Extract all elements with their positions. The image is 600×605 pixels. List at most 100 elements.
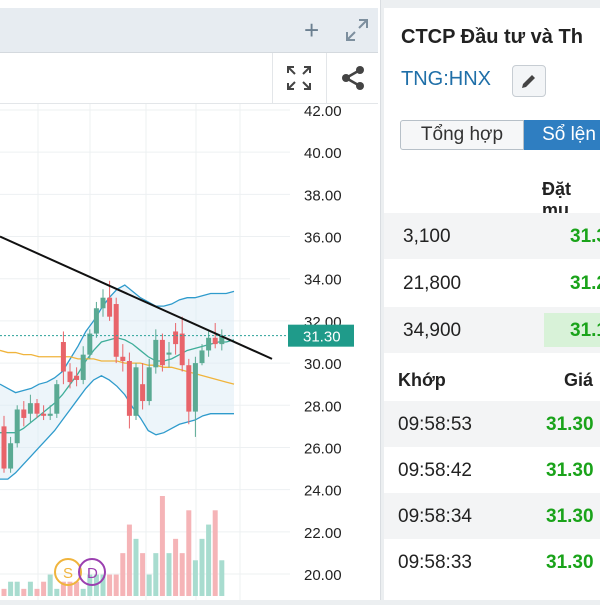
volume-bar [179, 553, 185, 596]
candle-body [166, 352, 172, 355]
volume-bar [206, 524, 212, 596]
share-button[interactable] [326, 53, 379, 103]
volume-bar [54, 588, 60, 596]
price-chart[interactable]: 42.00 40.00 38.00 36.00 34.00 32.00 30.00 28.00… [0, 103, 378, 600]
trade-row: 09:58:42 31.30 [384, 447, 600, 493]
volume-bar [133, 538, 139, 596]
candle-body [206, 337, 212, 351]
volume-bar [120, 553, 126, 596]
edit-button[interactable] [512, 65, 546, 97]
candle-body [192, 363, 198, 412]
tab-order-book[interactable]: Sổ lện [524, 120, 600, 150]
plus-icon[interactable]: + [304, 15, 320, 45]
trade-time: 09:58:33 [398, 552, 472, 573]
y-tick-label: 24.00 [304, 483, 342, 500]
candle-body [159, 339, 165, 366]
volume-bar [8, 581, 14, 596]
candle-body [120, 356, 126, 361]
trendline [0, 235, 273, 360]
volume-bar [107, 574, 113, 596]
volume-highlight [544, 313, 600, 347]
volume-bar [146, 574, 152, 596]
chart-toolbar [0, 53, 378, 104]
volume-bar [14, 581, 20, 596]
volume-bar [67, 581, 73, 596]
y-tick-label: 38.00 [304, 187, 342, 204]
y-tick-label: 42.00 [304, 104, 342, 120]
trade-time: 09:58:42 [398, 460, 472, 481]
volume-bar [126, 524, 132, 596]
order-volume: 21,800 [403, 273, 462, 294]
trade-row: 09:58:33 31.30 [384, 539, 600, 585]
trade-price: 31.30 [546, 552, 594, 573]
candle-body [21, 409, 27, 418]
volume-bar [34, 588, 40, 596]
candle-body [199, 350, 205, 364]
trade-price: 31.30 [546, 506, 594, 527]
candle-body [67, 371, 73, 383]
candle-body [212, 337, 218, 345]
volume-bar [60, 581, 66, 596]
event-marker-d: D [78, 558, 106, 586]
candle-body [140, 384, 146, 402]
volume-bar [173, 538, 179, 596]
candle-body [41, 413, 47, 416]
y-tick-label: 26.00 [304, 440, 342, 457]
volume-bar [80, 588, 86, 596]
candle-body [219, 335, 225, 345]
candle-body [93, 308, 99, 334]
fullscreen-icon [287, 66, 311, 90]
event-marker-circle [78, 558, 106, 586]
trades-header-price: Giá [564, 370, 594, 390]
event-marker-circle [54, 558, 82, 586]
candle-body [54, 384, 60, 414]
order-row: 34,900 31.1 [384, 307, 600, 353]
candle-body [107, 297, 113, 317]
chart-panel: + 42.00 40.00 38.00 36.00 34.00 32.00 30.00 28.… [0, 0, 381, 600]
ticker-symbol[interactable]: TNG:HNX [401, 68, 491, 90]
y-tick-label: 36.00 [304, 230, 342, 247]
trades-header-time: Khớp [398, 370, 446, 390]
candle-body [47, 413, 53, 416]
candle-body [8, 443, 14, 469]
share-icon [342, 66, 364, 90]
y-tick-label: 20.00 [304, 567, 342, 584]
event-marker-label: D [87, 565, 98, 582]
volume-bar [166, 553, 172, 596]
order-price: 31.1 [570, 320, 600, 341]
fullscreen-button[interactable] [272, 53, 325, 103]
pencil-icon [522, 75, 535, 88]
order-row: 3,100 31.3 [384, 213, 600, 259]
volume-bar [113, 574, 119, 596]
volume-bar [21, 588, 27, 596]
tab-summary[interactable]: Tổng hợp [400, 120, 524, 150]
candle-body [1, 426, 7, 469]
candle-body [14, 409, 20, 444]
volume-bar [153, 553, 159, 596]
candle-body [173, 331, 179, 345]
trade-time: 09:58:34 [398, 506, 472, 527]
company-title: CTCP Đầu tư và Th [401, 26, 583, 48]
chart-header-bar: + [0, 8, 378, 53]
candle-body [186, 365, 192, 412]
volume-bar [100, 574, 106, 596]
y-tick-label: 34.00 [304, 272, 342, 289]
y-tick-label: 28.00 [304, 398, 342, 415]
expand-diagonal-icon[interactable] [344, 17, 370, 46]
candle-body [74, 375, 80, 380]
last-price-badge [288, 324, 354, 347]
y-tick-label: 30.00 [304, 356, 342, 373]
candle-body [126, 360, 132, 416]
candle-body [179, 333, 185, 366]
volume-bar [1, 588, 7, 596]
volume-bar [47, 574, 53, 596]
volume-bar [219, 560, 225, 596]
trade-price: 31.30 [546, 460, 594, 481]
volume-bar [41, 581, 47, 596]
event-marker-s: S [54, 558, 82, 586]
volume-bar [27, 581, 33, 596]
candle-body [60, 342, 66, 372]
volume-bar [140, 553, 146, 596]
candle-body [146, 367, 152, 402]
candle-body [27, 403, 33, 414]
